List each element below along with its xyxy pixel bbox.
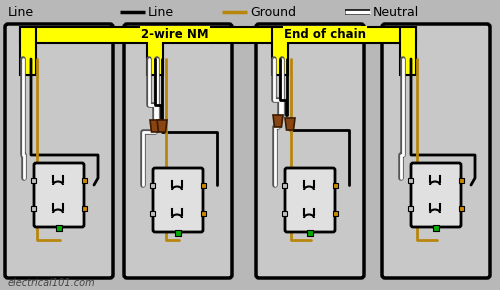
Bar bbox=[272, 27, 288, 75]
Bar bbox=[31, 206, 36, 211]
Bar bbox=[20, 27, 416, 43]
Bar bbox=[307, 230, 313, 236]
Bar bbox=[20, 27, 36, 75]
Text: Line: Line bbox=[148, 6, 174, 19]
Bar bbox=[459, 206, 464, 211]
Bar bbox=[82, 178, 87, 183]
FancyBboxPatch shape bbox=[34, 163, 84, 227]
Text: Ground: Ground bbox=[250, 6, 296, 19]
Bar bbox=[150, 183, 155, 188]
Bar bbox=[147, 27, 163, 75]
Text: 2-wire NM: 2-wire NM bbox=[141, 28, 209, 41]
Bar bbox=[333, 183, 338, 188]
FancyBboxPatch shape bbox=[256, 24, 364, 278]
Bar bbox=[56, 225, 62, 231]
Bar bbox=[175, 230, 181, 236]
FancyBboxPatch shape bbox=[285, 168, 335, 232]
Text: End of chain: End of chain bbox=[284, 28, 366, 41]
Bar bbox=[150, 211, 155, 216]
FancyBboxPatch shape bbox=[411, 163, 461, 227]
FancyBboxPatch shape bbox=[124, 24, 232, 278]
Polygon shape bbox=[150, 120, 160, 132]
Bar bbox=[31, 178, 36, 183]
Bar bbox=[82, 206, 87, 211]
Bar bbox=[282, 183, 287, 188]
FancyBboxPatch shape bbox=[382, 24, 490, 278]
Bar bbox=[201, 211, 206, 216]
FancyBboxPatch shape bbox=[5, 24, 113, 278]
Polygon shape bbox=[157, 120, 167, 132]
Bar bbox=[433, 225, 439, 231]
Polygon shape bbox=[285, 118, 295, 130]
Polygon shape bbox=[273, 115, 283, 127]
FancyBboxPatch shape bbox=[153, 168, 203, 232]
Bar bbox=[282, 211, 287, 216]
Bar bbox=[400, 27, 416, 75]
Bar bbox=[408, 206, 413, 211]
Text: Neutral: Neutral bbox=[373, 6, 419, 19]
Text: electrical101.com: electrical101.com bbox=[8, 278, 96, 288]
Bar bbox=[408, 178, 413, 183]
Bar bbox=[459, 178, 464, 183]
Bar bbox=[333, 211, 338, 216]
Text: Line: Line bbox=[8, 6, 34, 19]
Bar bbox=[201, 183, 206, 188]
